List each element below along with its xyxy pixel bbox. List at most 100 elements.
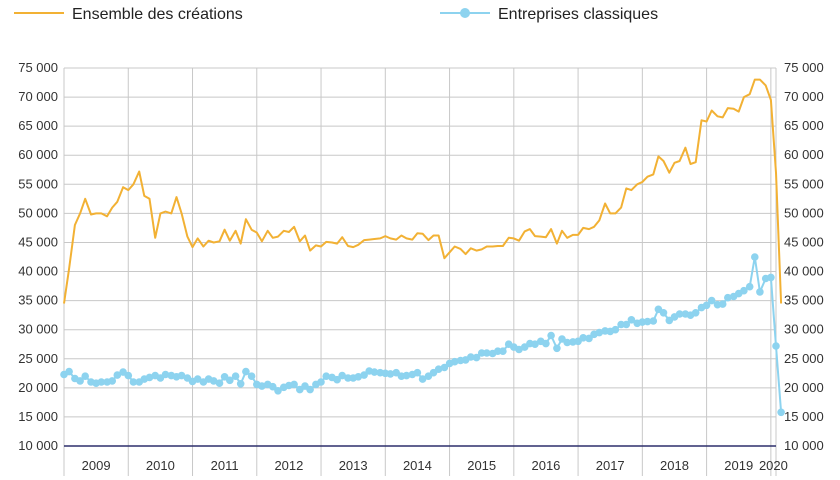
data-point	[467, 353, 475, 361]
data-point	[386, 370, 395, 378]
data-point	[418, 375, 427, 383]
data-point	[338, 371, 347, 380]
y-tick-label-right: 60 000	[784, 147, 824, 162]
legend-item-ensemble-des-creations: Ensemble des créations	[14, 6, 243, 23]
chart-series	[60, 78, 785, 417]
data-point	[193, 375, 202, 383]
data-point	[97, 378, 106, 386]
y-axis-left: 10 000 15 000 20 000 25 000 30 000 35 000 40 0…	[18, 60, 58, 453]
y-tick-label-right: 25 000	[784, 351, 824, 366]
data-point	[108, 377, 116, 385]
data-point	[81, 372, 89, 381]
data-point	[209, 377, 218, 385]
data-point	[579, 334, 587, 342]
data-point	[483, 349, 491, 357]
data-point	[702, 301, 711, 310]
legend-label: Ensemble des créations	[72, 6, 243, 23]
data-point	[767, 273, 775, 282]
data-point	[531, 340, 539, 349]
y-tick-label-right: 55 000	[784, 176, 824, 191]
data-point	[585, 334, 593, 343]
y-tick-label-right: 45 000	[784, 234, 824, 249]
data-point	[231, 372, 240, 381]
data-point	[145, 373, 154, 382]
y-tick-label-right: 40 000	[784, 264, 824, 279]
data-point	[370, 368, 379, 376]
data-point	[360, 371, 368, 379]
data-point	[306, 385, 314, 394]
legend-item-entreprises-classiques: Entreprises classiques	[440, 6, 658, 23]
y-tick-label-left: 15 000	[18, 409, 58, 424]
y-tick-label-right: 10 000	[784, 438, 824, 453]
x-tick-label: 2012	[274, 458, 303, 473]
chart-grid	[63, 67, 777, 476]
data-point	[177, 371, 186, 380]
data-point	[236, 380, 245, 388]
x-tick-label: 2009	[82, 458, 111, 473]
x-tick-label: 2019	[724, 458, 753, 473]
y-tick-label-right: 20 000	[784, 380, 824, 395]
x-tick-label: 2017	[596, 458, 625, 473]
y-tick-label-left: 55 000	[18, 176, 58, 191]
data-point	[440, 363, 449, 372]
x-tick-label: 2018	[660, 458, 689, 473]
y-tick-label-left: 75 000	[18, 60, 58, 75]
x-tick-label: 2014	[403, 458, 432, 473]
data-point	[611, 325, 620, 334]
data-point	[617, 320, 625, 329]
x-axis: 2009 2010 2011 2012 2013 2014 2015 2016 2017 2018…	[82, 458, 788, 473]
y-tick-label-right: 15 000	[784, 409, 824, 424]
data-point	[76, 377, 84, 385]
data-point	[290, 380, 298, 389]
y-tick-label-right: 35 000	[784, 293, 824, 308]
series-line-ensemble-des-creations	[63, 78, 783, 304]
chart-legend: Ensemble des créations Entreprises classi…	[14, 6, 658, 23]
legend-label: Entreprises classiques	[498, 6, 658, 23]
data-point	[515, 345, 523, 354]
data-point	[322, 372, 331, 381]
x-tick-label: 2016	[531, 458, 560, 473]
data-point	[333, 375, 341, 384]
data-point	[344, 374, 352, 382]
data-point	[547, 331, 555, 340]
data-point	[161, 370, 170, 379]
x-tick-label: 2011	[211, 458, 239, 473]
data-point	[317, 378, 325, 386]
y-tick-label-left: 10 000	[18, 438, 58, 453]
y-tick-label-left: 40 000	[18, 264, 58, 279]
data-point	[622, 320, 631, 329]
data-point	[563, 338, 571, 347]
data-point	[472, 353, 481, 362]
data-point	[740, 286, 748, 295]
data-point	[434, 365, 443, 374]
legend-marker	[460, 8, 470, 18]
data-point	[499, 347, 507, 356]
data-point	[649, 317, 658, 325]
data-point	[643, 317, 652, 326]
y-tick-label-right: 30 000	[784, 322, 824, 337]
data-point	[627, 316, 636, 324]
data-point	[724, 293, 732, 302]
data-point	[659, 309, 668, 317]
data-point	[354, 373, 363, 381]
data-point	[542, 339, 550, 348]
x-tick-label: 2015	[467, 458, 496, 473]
data-point	[450, 357, 459, 366]
data-point	[756, 288, 764, 296]
data-point	[691, 309, 700, 317]
data-point	[113, 371, 122, 379]
data-point	[226, 376, 234, 385]
y-tick-label-left: 20 000	[18, 380, 58, 395]
y-tick-label-left: 25 000	[18, 351, 58, 366]
data-point	[242, 367, 250, 376]
data-point	[65, 367, 73, 376]
y-tick-label-right: 50 000	[784, 205, 824, 220]
data-point	[129, 378, 138, 386]
data-point	[413, 368, 422, 377]
data-point	[675, 310, 684, 318]
data-point	[772, 342, 780, 350]
y-tick-label-left: 35 000	[18, 293, 58, 308]
y-tick-label-left: 65 000	[18, 118, 58, 133]
y-tick-label-left: 30 000	[18, 322, 58, 337]
series-ensemble-des-creations	[63, 78, 783, 304]
